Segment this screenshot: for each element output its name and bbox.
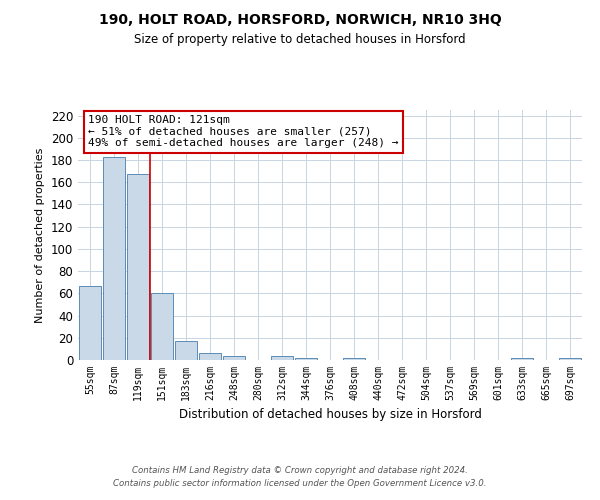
Bar (103, 156, 125, 360)
Bar (175, 341, 197, 360)
Bar (79, 286, 101, 360)
Text: Contains HM Land Registry data © Crown copyright and database right 2024.
Contai: Contains HM Land Registry data © Crown c… (113, 466, 487, 487)
Y-axis label: Number of detached properties: Number of detached properties (35, 148, 45, 322)
Text: 190, HOLT ROAD, HORSFORD, NORWICH, NR10 3HQ: 190, HOLT ROAD, HORSFORD, NORWICH, NR10 … (98, 12, 502, 26)
Bar (511, 358, 533, 360)
Bar (295, 358, 317, 360)
Bar (151, 294, 173, 360)
Bar (127, 174, 149, 360)
Bar (199, 354, 221, 360)
Bar (343, 358, 365, 360)
Bar (223, 356, 245, 360)
Text: 190 HOLT ROAD: 121sqm
← 51% of detached houses are smaller (257)
49% of semi-det: 190 HOLT ROAD: 121sqm ← 51% of detached … (88, 115, 398, 148)
X-axis label: Distribution of detached houses by size in Horsford: Distribution of detached houses by size … (179, 408, 481, 422)
Text: Size of property relative to detached houses in Horsford: Size of property relative to detached ho… (134, 32, 466, 46)
Bar (559, 358, 581, 360)
Bar (271, 356, 293, 360)
